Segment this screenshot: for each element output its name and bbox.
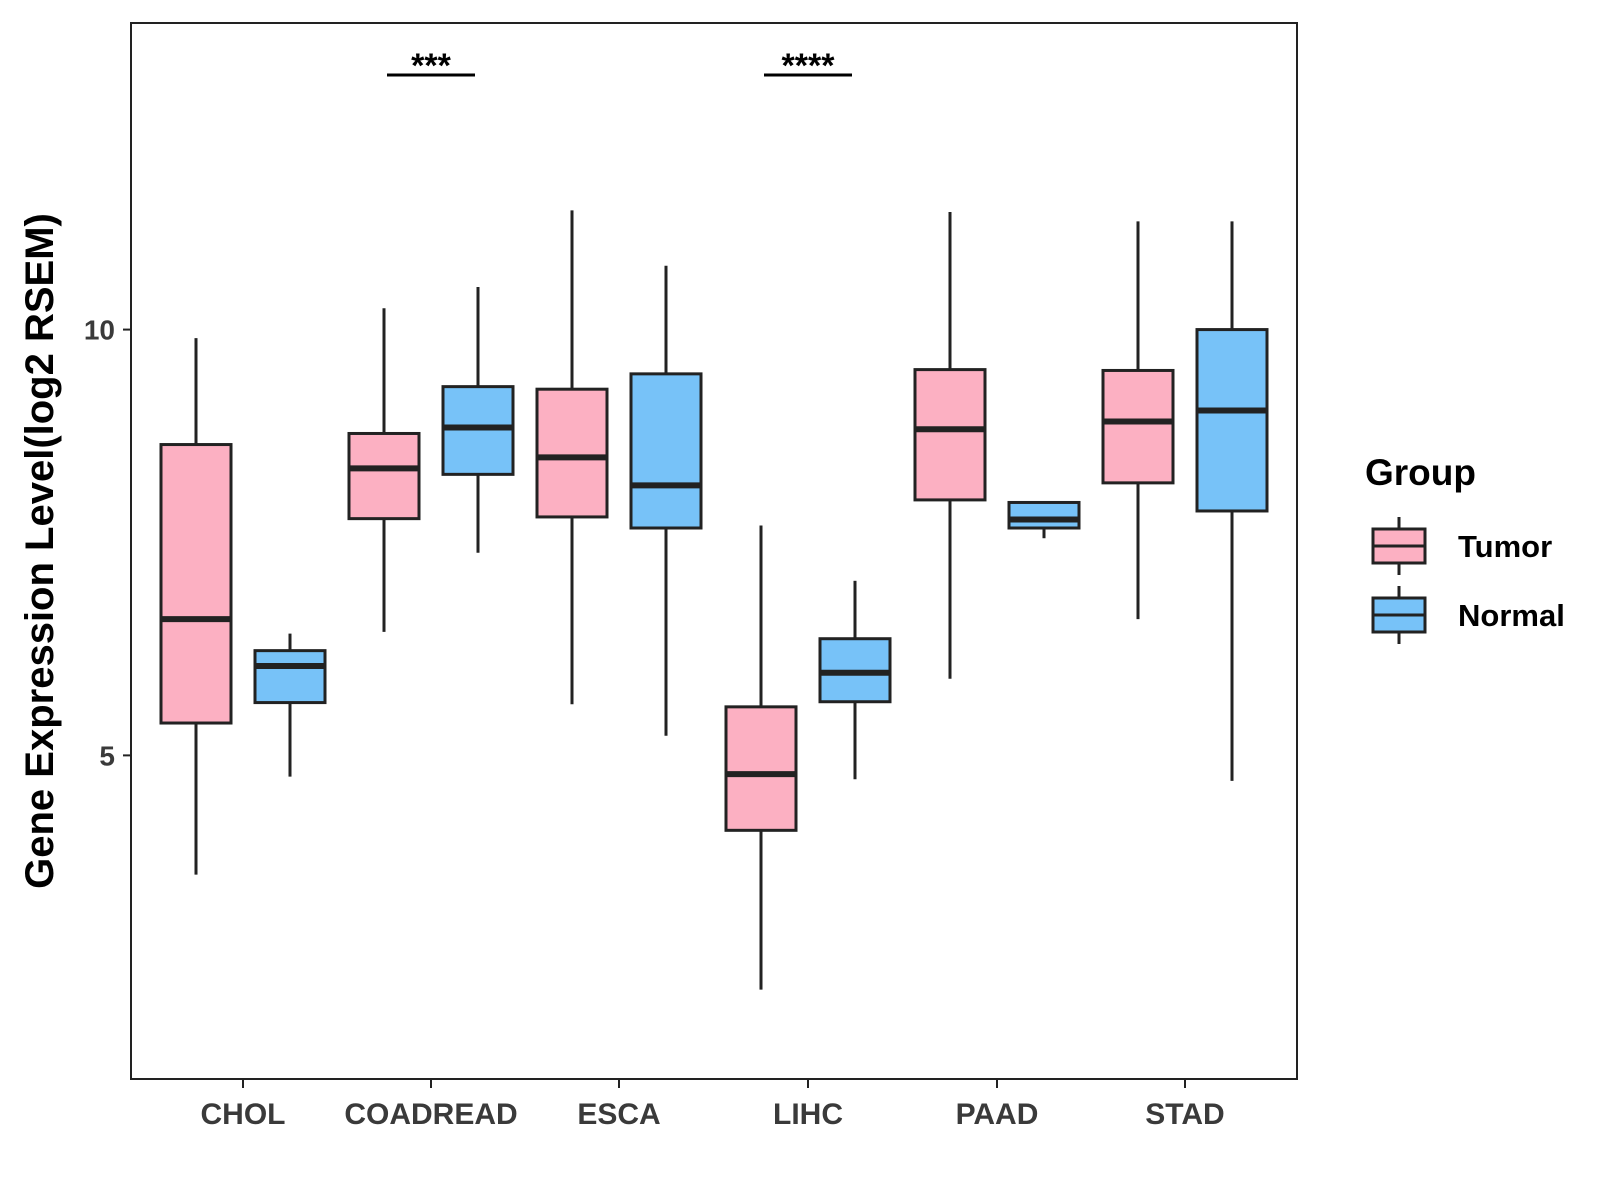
significance-annotations: *** **** bbox=[387, 47, 852, 85]
x-axis: CHOL COADREAD ESCA LIHC PAAD STAD bbox=[201, 1079, 1225, 1131]
y-tick-label: 10 bbox=[84, 315, 115, 346]
significance-label: *** bbox=[411, 47, 451, 85]
box-body bbox=[535, 387, 609, 519]
y-axis-title: Gene Expression Level(log2 RSEM) bbox=[18, 213, 62, 889]
box-body bbox=[1007, 500, 1081, 530]
box-body bbox=[347, 431, 421, 521]
box-body bbox=[629, 372, 703, 530]
box-body bbox=[913, 368, 987, 502]
legend-keys: Tumor Normal bbox=[1371, 517, 1565, 644]
box-body bbox=[253, 649, 327, 705]
box-tumor-chol bbox=[159, 338, 233, 875]
legend-key-normal: Normal bbox=[1371, 586, 1565, 644]
box-body bbox=[159, 443, 233, 725]
legend: Group Tumor Normal bbox=[1365, 452, 1565, 644]
legend-title: Group bbox=[1365, 452, 1476, 493]
box-normal-stad bbox=[1195, 221, 1269, 781]
y-tick-label: 5 bbox=[99, 740, 115, 771]
x-tick-label: CHOL bbox=[201, 1098, 286, 1131]
box-tumor-stad bbox=[1101, 221, 1175, 620]
x-tick-label: COADREAD bbox=[344, 1098, 517, 1131]
significance-label: **** bbox=[782, 47, 836, 85]
x-tick-label: PAAD bbox=[956, 1098, 1039, 1131]
x-tick-label: LIHC bbox=[773, 1098, 843, 1131]
box-normal-coadread bbox=[441, 287, 515, 553]
box-normal-lihc bbox=[818, 580, 892, 780]
legend-label: Normal bbox=[1458, 598, 1565, 633]
significance-coadread: *** bbox=[387, 47, 475, 85]
box-body bbox=[1195, 328, 1269, 513]
legend-key-tumor: Tumor bbox=[1371, 517, 1552, 575]
box-layer bbox=[159, 210, 1269, 990]
box-tumor-lihc bbox=[724, 525, 798, 990]
significance-lihc: **** bbox=[764, 47, 852, 85]
x-tick-label: STAD bbox=[1145, 1098, 1224, 1131]
plot-panel bbox=[130, 22, 1298, 1080]
box-tumor-coadread bbox=[347, 308, 421, 632]
legend-label: Tumor bbox=[1458, 529, 1552, 564]
box-tumor-paad bbox=[913, 212, 987, 679]
box-body bbox=[1101, 368, 1175, 485]
box-normal-esca bbox=[629, 265, 703, 736]
box-tumor-esca bbox=[535, 210, 609, 705]
box-normal-chol bbox=[253, 633, 327, 777]
x-tick-label: ESCA bbox=[577, 1098, 660, 1131]
box-normal-paad bbox=[1007, 500, 1081, 539]
box-body bbox=[724, 705, 798, 832]
y-axis: 5 10 bbox=[84, 315, 131, 771]
